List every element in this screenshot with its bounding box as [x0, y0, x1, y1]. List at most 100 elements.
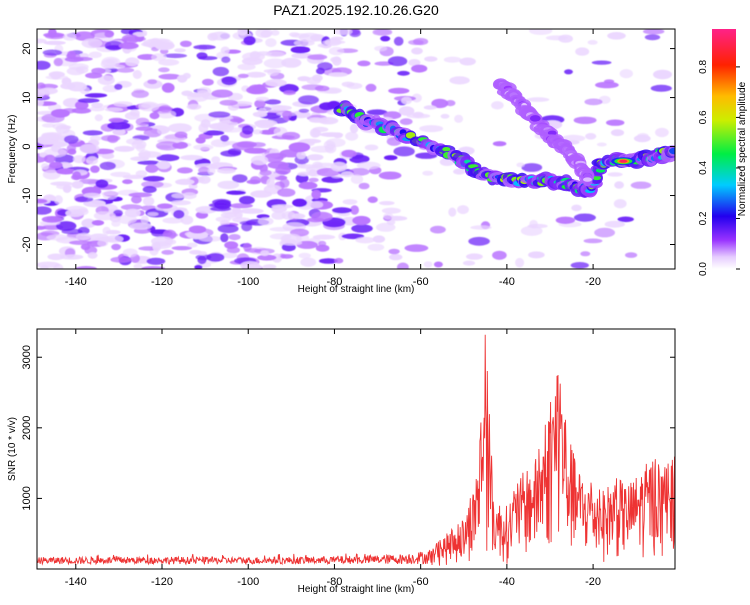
noise-blob — [575, 47, 590, 56]
noise-blob — [177, 167, 193, 174]
noise-blob — [316, 67, 325, 75]
noise-blob — [300, 257, 317, 267]
noise-blob — [613, 199, 627, 209]
noise-blob — [398, 106, 415, 116]
noise-blob — [99, 161, 116, 171]
noise-blob — [308, 177, 319, 183]
noise-blob — [227, 148, 242, 156]
noise-blob — [423, 105, 437, 110]
noise-blob — [37, 198, 48, 204]
noise-blob — [254, 99, 266, 109]
track-core — [529, 115, 541, 122]
noise-blob — [619, 69, 633, 79]
noise-blob — [193, 44, 216, 50]
noise-blob — [145, 164, 159, 173]
noise-blob — [318, 117, 339, 125]
noise-blob — [341, 81, 355, 88]
noise-blob — [151, 53, 167, 62]
noise-blob — [298, 181, 318, 190]
noise-blob — [228, 234, 241, 241]
noise-blob — [383, 155, 398, 161]
noise-blob — [147, 212, 159, 217]
noise-blob — [430, 225, 446, 234]
noise-blob — [232, 174, 248, 183]
noise-blob — [208, 111, 231, 118]
colorbar-gradient — [712, 29, 736, 269]
noise-blob — [585, 133, 597, 140]
noise-blob — [147, 79, 158, 85]
noise-blob — [214, 200, 232, 210]
colorbar-tick-label: 0.4 — [698, 161, 709, 175]
noise-blob — [617, 216, 634, 223]
track-core — [669, 147, 675, 155]
noise-blob — [118, 42, 139, 50]
noise-blob — [158, 105, 172, 113]
noise-blob — [77, 98, 100, 103]
noise-blob — [466, 253, 483, 260]
noise-blob — [545, 35, 568, 41]
noise-blob — [151, 236, 174, 247]
spectrogram-frame — [36, 28, 676, 270]
noise-blob — [76, 233, 92, 241]
noise-blob — [141, 266, 165, 269]
track-core — [592, 175, 602, 181]
noise-blob — [252, 129, 263, 135]
noise-blob — [454, 114, 464, 123]
noise-blob — [342, 199, 358, 205]
noise-blob — [59, 254, 84, 260]
noise-blob — [111, 220, 121, 227]
noise-blob — [319, 102, 335, 111]
noise-blob — [42, 169, 61, 180]
noise-blob — [372, 29, 393, 36]
noise-blob — [221, 76, 237, 86]
noise-blob — [255, 96, 270, 102]
noise-blob — [264, 153, 284, 163]
noise-blob — [266, 178, 275, 188]
noise-blob — [315, 244, 330, 252]
noise-blob — [180, 40, 192, 47]
noise-blob — [423, 261, 433, 268]
noise-blob — [298, 252, 311, 259]
noise-blob — [198, 166, 210, 174]
noise-blob — [167, 123, 192, 133]
noise-blob — [207, 167, 216, 175]
noise-blob — [87, 252, 98, 259]
noise-blob — [80, 243, 91, 251]
noise-blob — [367, 243, 385, 251]
noise-blob — [413, 38, 429, 46]
noise-blob — [91, 102, 104, 109]
noise-blob — [171, 200, 191, 206]
noise-blob — [198, 123, 209, 133]
y-tick-label: 0 — [21, 143, 33, 149]
noise-blob — [116, 67, 135, 73]
y-tick-label: 20 — [21, 42, 33, 54]
noise-blob — [570, 262, 589, 269]
noise-blob — [56, 168, 76, 175]
noise-blob — [314, 85, 330, 92]
noise-blob — [380, 35, 391, 42]
noise-blob — [135, 126, 153, 131]
noise-blob — [252, 84, 266, 93]
noise-blob — [88, 51, 102, 59]
noise-blob — [209, 31, 231, 41]
noise-blob — [122, 248, 138, 257]
noise-blob — [270, 29, 280, 36]
noise-blob — [211, 156, 221, 164]
noise-blob — [332, 207, 352, 214]
noise-blob — [607, 32, 626, 40]
noise-blob — [71, 107, 92, 114]
noise-blob — [381, 207, 401, 214]
noise-blob — [351, 224, 373, 233]
noise-blob — [262, 264, 277, 269]
noise-blob — [104, 40, 123, 51]
noise-blob — [271, 253, 283, 263]
noise-blob — [42, 49, 63, 56]
noise-blob — [180, 215, 194, 225]
noise-blob — [492, 141, 507, 147]
noise-blob — [637, 133, 649, 140]
noise-blob — [73, 155, 86, 164]
noise-blob — [297, 171, 311, 177]
noise-blob — [258, 217, 274, 226]
noise-blob — [46, 234, 69, 241]
